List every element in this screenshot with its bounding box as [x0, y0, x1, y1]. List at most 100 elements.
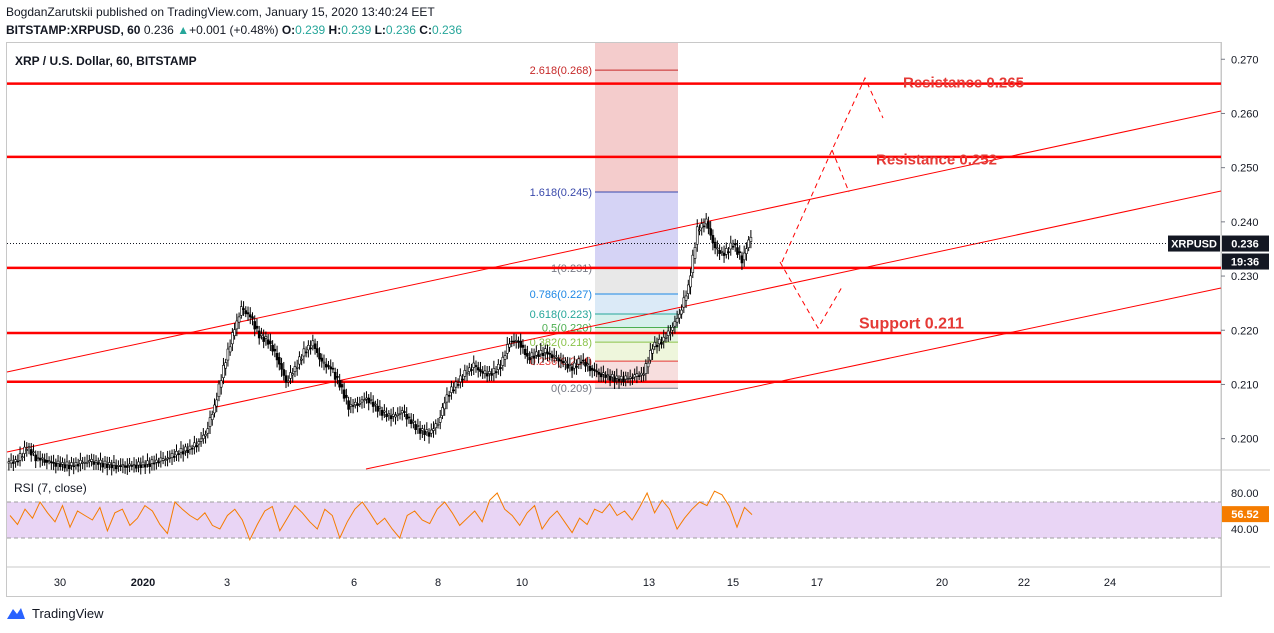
candle-body [164, 459, 167, 461]
candle-body [7, 461, 11, 464]
candle-body [633, 374, 636, 378]
candle-body [745, 248, 748, 254]
candle-body [666, 330, 670, 336]
publish-info: BogdanZarutskii published on TradingView… [6, 5, 435, 19]
candle-body [418, 428, 422, 434]
candle-body [374, 403, 377, 406]
candle-body [508, 343, 511, 348]
candle-body [353, 401, 357, 406]
candle-body [244, 310, 248, 315]
candle-body [537, 354, 540, 357]
candle-body [593, 369, 596, 372]
candle-body [479, 369, 482, 372]
candle-body [313, 343, 317, 349]
price-change: +0.001 (+0.48%) [189, 23, 279, 37]
candle-body [505, 344, 509, 354]
candle-body [523, 348, 527, 356]
candle-body [443, 402, 446, 410]
candle-body [282, 369, 286, 376]
candle-body [497, 363, 500, 370]
candle-body [365, 397, 368, 400]
candle-body [586, 363, 590, 366]
price-symbol-badge [1168, 235, 1220, 252]
candle-body [671, 327, 674, 331]
rsi-line [9, 490, 753, 542]
candle-body [669, 332, 672, 334]
candle-body [611, 374, 614, 378]
rsi-current-badge [1222, 506, 1269, 523]
candle-body [646, 362, 650, 368]
candle-body [168, 457, 172, 459]
candle-body [188, 445, 192, 450]
candle-body [678, 313, 681, 319]
candle-body [606, 374, 610, 377]
candle-body [329, 366, 333, 370]
candle-body [186, 449, 189, 453]
candle-body [528, 357, 531, 361]
candle-body [307, 345, 310, 351]
rsi-tick-label: 40.00 [1231, 524, 1259, 536]
candle-body [581, 359, 585, 362]
candle-body [651, 348, 654, 354]
candle-body [92, 461, 96, 465]
candle-body [199, 438, 203, 442]
x-tick-label: 10 [516, 577, 528, 589]
candle-body [532, 355, 536, 359]
candle-body [492, 368, 496, 374]
candle-body [599, 373, 603, 378]
candle-body [273, 348, 277, 352]
candle-body [231, 332, 234, 345]
candle-body [615, 375, 619, 379]
candle-body [175, 450, 178, 456]
candle-body [248, 314, 252, 318]
fib-zone [595, 267, 678, 294]
change-arrow-icon: ▲ [177, 23, 190, 37]
candle-body [289, 372, 292, 379]
candle-body [608, 376, 612, 381]
candle-body [494, 371, 498, 374]
candle-body [530, 352, 534, 357]
candle-body [90, 459, 93, 462]
candle-body [436, 423, 440, 426]
candle-body [56, 460, 60, 464]
candle-body [512, 340, 516, 343]
close-value: 0.236 [431, 23, 462, 37]
last-price: 0.236 [143, 23, 174, 37]
rsi-tick-label: 80.00 [1231, 488, 1259, 500]
candle-body [687, 284, 690, 294]
candle-body [628, 376, 632, 379]
candle-body [342, 389, 346, 399]
candle-body [476, 367, 480, 371]
candle-body [177, 453, 181, 455]
candle-body [280, 363, 283, 370]
candle-body [559, 359, 563, 362]
candle-body [110, 464, 113, 469]
candle-body [298, 356, 301, 365]
candle-body [445, 394, 449, 403]
y-tick-label: 0.200 [1231, 434, 1259, 446]
candle-body [604, 374, 607, 378]
y-tick-label: 0.260 [1231, 108, 1259, 120]
candle-body [693, 247, 697, 259]
candle-body [624, 375, 628, 380]
candle-body [394, 414, 397, 418]
candle-body [43, 459, 46, 463]
candle-body [204, 434, 207, 437]
candle-body [521, 344, 525, 348]
candle-body [389, 415, 393, 420]
candle-body [655, 344, 659, 348]
candle-body [526, 352, 529, 357]
candle-body [713, 241, 717, 249]
candle-body [215, 399, 219, 407]
candle-body [108, 462, 111, 465]
candle-body [441, 407, 444, 416]
candle-body [724, 248, 728, 255]
candle-body [210, 414, 214, 420]
candle-body [184, 446, 187, 452]
projection-path-down [779, 261, 843, 329]
projection-path-up [781, 76, 884, 263]
candle-body [649, 350, 652, 361]
candle-body [425, 429, 429, 433]
candle-body [662, 336, 666, 342]
